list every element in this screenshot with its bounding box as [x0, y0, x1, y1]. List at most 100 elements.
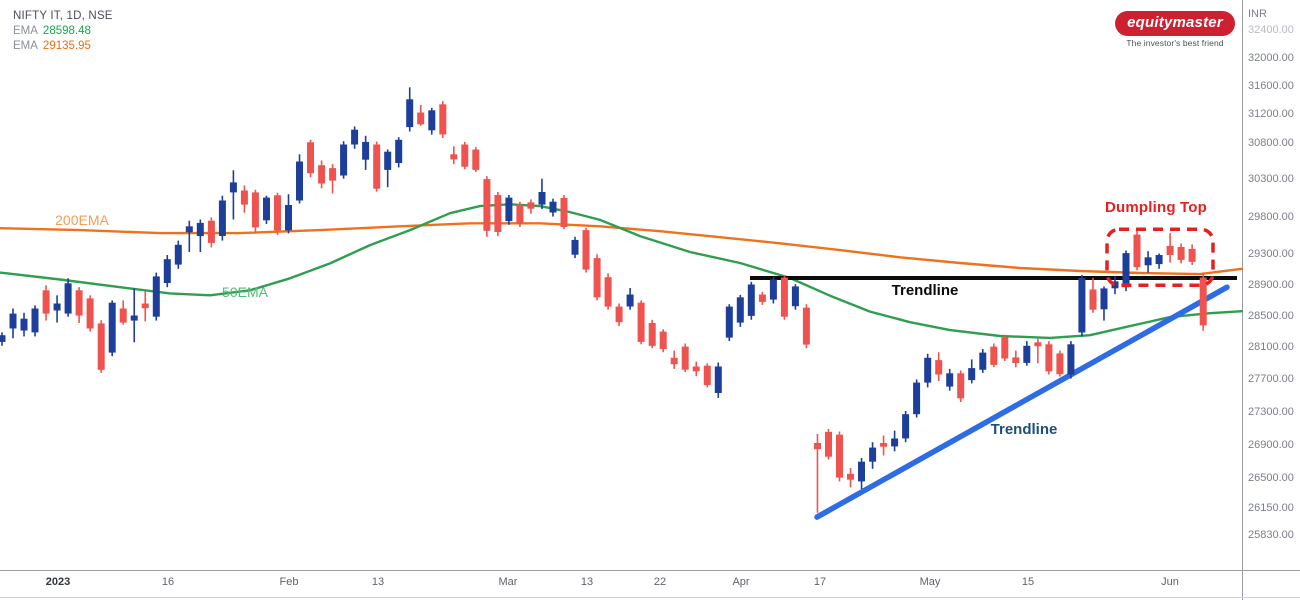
candle	[42, 285, 50, 321]
candle-body	[1144, 257, 1152, 266]
candle	[1078, 274, 1086, 337]
candle	[439, 101, 447, 138]
dumpling-top-box[interactable]	[1105, 227, 1215, 288]
candle-body	[692, 366, 700, 372]
candle	[836, 431, 843, 482]
candle	[847, 468, 854, 488]
candle-body	[483, 179, 491, 231]
ema50-value: 28598.48	[42, 25, 91, 37]
candle-body	[263, 197, 270, 221]
price-axis-label: 28100.00	[1248, 341, 1294, 353]
candle-body	[0, 335, 6, 342]
candle-body	[979, 352, 987, 370]
candle	[86, 295, 94, 332]
candle	[1188, 244, 1196, 265]
candle-body	[406, 99, 414, 128]
candle-body	[604, 277, 612, 307]
candle-body	[560, 197, 568, 227]
candle-body	[141, 303, 149, 309]
price-axis-label: 30300.00	[1248, 173, 1294, 185]
logo-pill: equitymaster	[1115, 11, 1235, 36]
time-axis-label: 17	[813, 576, 827, 588]
candle	[1056, 350, 1064, 377]
price-axis-label: 27700.00	[1248, 373, 1294, 385]
candle-body	[373, 144, 381, 189]
candle-body	[615, 306, 623, 323]
ema-indicator-row[interactable]: EMA 28598.48	[13, 24, 113, 39]
support-trendline[interactable]	[814, 284, 1230, 520]
candle-body	[218, 200, 226, 236]
candle-body	[285, 205, 292, 231]
candle-body	[395, 139, 403, 163]
candle-body	[329, 168, 337, 181]
candle	[351, 126, 359, 149]
candle-body	[274, 195, 281, 231]
candle-body	[593, 258, 601, 298]
candle	[780, 274, 788, 320]
candle	[924, 353, 932, 388]
candle	[31, 305, 39, 337]
candle-body	[461, 144, 469, 167]
candle-body	[163, 259, 171, 283]
price-axis-label: 30800.00	[1248, 137, 1294, 149]
candle	[218, 195, 226, 241]
candle-body	[318, 165, 326, 184]
candle	[648, 319, 656, 349]
price-axis-label: 25830.00	[1248, 529, 1294, 541]
candle-body	[119, 308, 127, 323]
candle-body	[428, 110, 436, 131]
price-axis-label: 29300.00	[1248, 248, 1294, 260]
price-axis-label: 32000.00	[1248, 52, 1294, 64]
candle	[990, 343, 998, 368]
candle	[97, 320, 105, 373]
candle-body	[494, 195, 502, 232]
ema-50-line	[0, 203, 1244, 340]
candle	[681, 343, 689, 373]
logo-brand: equitymaster	[1127, 14, 1223, 31]
candle	[417, 105, 425, 126]
time-axis-label: Feb	[279, 576, 299, 588]
candle	[263, 195, 270, 224]
candle-body	[659, 331, 667, 349]
candle	[1155, 253, 1163, 269]
candle	[880, 435, 888, 456]
candle	[957, 370, 965, 402]
symbol-title[interactable]: NIFTY IT, 1D, NSE	[13, 10, 113, 22]
candle	[1045, 341, 1053, 375]
candle-body	[758, 294, 766, 302]
candle-body	[747, 284, 755, 316]
candle-body	[64, 283, 72, 314]
candle-body	[86, 298, 94, 329]
price-axis-label: 28900.00	[1248, 279, 1294, 291]
ema-label: EMA	[13, 25, 38, 37]
candle-body	[185, 226, 193, 233]
candle-body	[1111, 281, 1119, 289]
candle	[670, 350, 678, 369]
candle	[692, 361, 700, 377]
candle-body	[152, 276, 160, 317]
candle-body	[814, 443, 821, 450]
candle-body	[340, 144, 348, 176]
candle-body	[196, 222, 204, 237]
candle-body	[450, 154, 458, 160]
candle	[20, 312, 28, 337]
candle-body	[527, 202, 535, 209]
ema-indicator-row[interactable]: EMA 29135.95	[13, 39, 113, 54]
candle-body	[42, 290, 50, 314]
candle	[802, 304, 810, 349]
candle	[747, 281, 755, 320]
candle-body	[9, 313, 17, 329]
candle-body	[1056, 353, 1064, 375]
candle-body	[1012, 357, 1020, 363]
candle	[196, 219, 204, 252]
time-axis-label: May	[919, 576, 941, 588]
candle-body	[1067, 344, 1075, 375]
candle-body	[97, 323, 105, 370]
candle	[825, 429, 832, 460]
candle	[307, 139, 314, 178]
candle	[935, 352, 943, 381]
candle-body	[384, 151, 392, 170]
candle	[527, 199, 535, 214]
equitymaster-logo: equitymaster The investor's best friend	[1100, 11, 1250, 48]
